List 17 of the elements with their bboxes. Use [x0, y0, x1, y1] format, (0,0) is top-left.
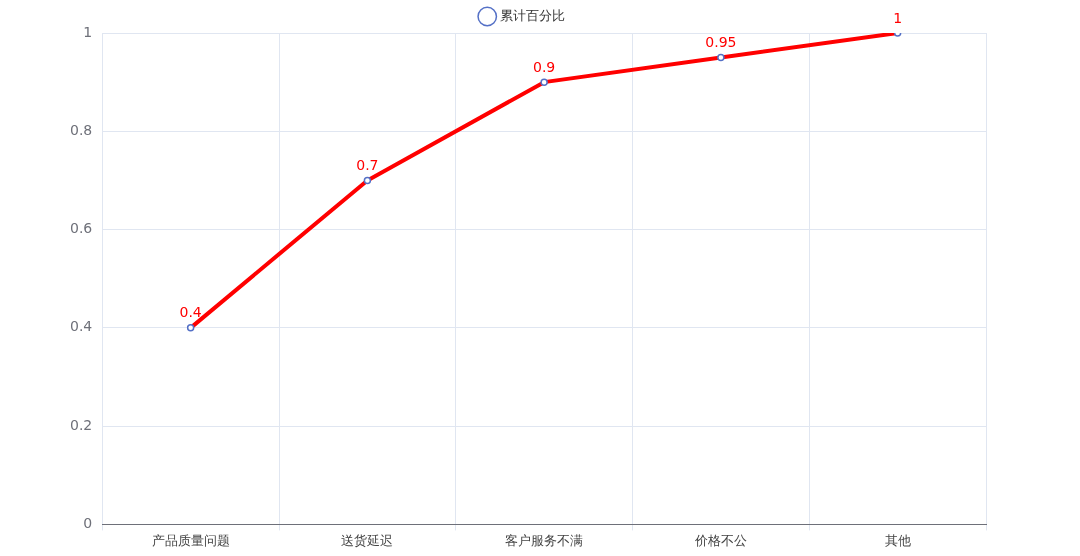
- y-tick-label: 0.4: [70, 318, 93, 335]
- y-tick-label: 0.6: [70, 220, 93, 237]
- x-tick-label: 价格不公: [693, 532, 747, 548]
- y-tick-label: 0.2: [70, 416, 93, 433]
- x-tick-label: 客户服务不满: [505, 532, 584, 548]
- x-tick-label: 送货延迟: [341, 532, 394, 548]
- y-tick-label: 0.8: [70, 121, 93, 138]
- y-tick-label: 0: [83, 515, 93, 532]
- data-label: 0.4: [179, 304, 202, 321]
- y-tick-label: 1: [83, 23, 93, 40]
- data-label: 1: [893, 9, 903, 26]
- data-label: 0.95: [705, 34, 737, 51]
- x-tick-label: 产品质量问题: [151, 532, 230, 548]
- data-label: 0.9: [533, 58, 556, 75]
- x-tick-label: 其他: [884, 532, 911, 548]
- data-label: 0.7: [356, 157, 379, 174]
- legend-label: 累计百分比: [500, 7, 566, 23]
